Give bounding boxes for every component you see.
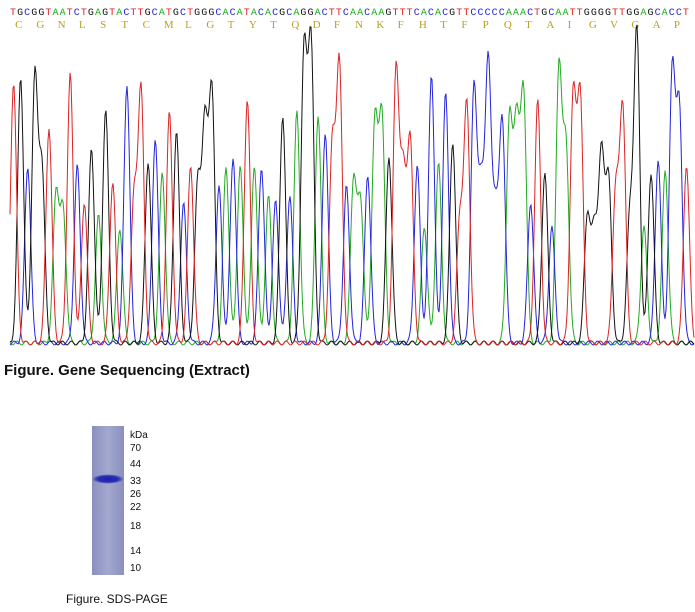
kda-unit-label: kDa [130, 430, 148, 441]
protein-band [93, 474, 123, 484]
marker-label-33: 33 [130, 476, 142, 487]
sds-page-caption: Figure. SDS-PAGE [66, 592, 168, 606]
trace-c [9, 50, 695, 346]
chromatogram-traces [9, 24, 695, 346]
trace-a [9, 57, 695, 346]
marker-label-14: 14 [130, 546, 142, 557]
sequencing-chromatogram: TGCGGTAATCTGAGTACTTGCATGCTGGGCACATACACGC… [9, 8, 695, 346]
marker-label-26: 26 [130, 489, 142, 500]
marker-label-22: 22 [130, 502, 142, 513]
sds-page-gel-figure: kDa 70 44 33 26 22 18 14 10 [92, 426, 148, 575]
dna-sequence-text: TGCGGTAATCTGAGTACTTGCATGCTGGGCACATACACGC… [10, 8, 689, 19]
marker-label-18: 18 [130, 521, 142, 532]
trace-t [9, 52, 695, 346]
marker-label-44: 44 [130, 459, 142, 470]
dna-sequence-row: TGCGGTAATCTGAGTACTTGCATGCTGGGCACATACACGC… [10, 8, 689, 19]
marker-label-70: 70 [130, 443, 142, 454]
gel-lane [92, 426, 124, 575]
marker-label-10: 10 [130, 563, 142, 574]
gene-sequencing-caption: Figure. Gene Sequencing (Extract) [4, 362, 250, 379]
